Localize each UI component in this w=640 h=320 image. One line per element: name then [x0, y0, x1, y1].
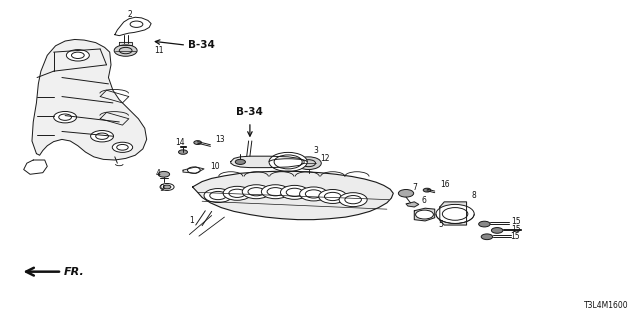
Circle shape [163, 185, 171, 189]
Circle shape [300, 187, 328, 201]
Circle shape [436, 204, 474, 223]
Circle shape [114, 45, 137, 56]
Circle shape [194, 141, 202, 144]
Circle shape [223, 186, 251, 200]
Circle shape [112, 142, 132, 152]
Circle shape [319, 189, 347, 204]
Circle shape [160, 183, 174, 190]
Polygon shape [406, 202, 419, 207]
Circle shape [67, 50, 90, 61]
Text: 9: 9 [159, 184, 164, 193]
Circle shape [179, 150, 188, 154]
Circle shape [479, 221, 490, 227]
Circle shape [423, 188, 431, 192]
Circle shape [481, 234, 493, 240]
Text: B-34: B-34 [188, 40, 215, 50]
Circle shape [236, 159, 246, 164]
Circle shape [261, 185, 289, 199]
Circle shape [130, 21, 143, 28]
Text: 15: 15 [510, 232, 520, 241]
Text: B-34: B-34 [236, 107, 263, 117]
Text: 3: 3 [314, 146, 319, 155]
Circle shape [415, 210, 433, 219]
Text: 15: 15 [511, 225, 521, 234]
Circle shape [158, 172, 170, 177]
Text: 12: 12 [320, 154, 330, 163]
Text: 5: 5 [438, 220, 443, 228]
Polygon shape [440, 202, 467, 225]
Circle shape [54, 111, 77, 123]
Text: 2: 2 [127, 10, 132, 19]
Circle shape [243, 185, 270, 199]
Text: 13: 13 [215, 135, 225, 144]
Polygon shape [119, 42, 132, 45]
Circle shape [398, 189, 413, 197]
Circle shape [280, 185, 308, 199]
Text: 8: 8 [472, 191, 476, 200]
Text: 10: 10 [211, 162, 220, 171]
Polygon shape [193, 171, 394, 220]
Circle shape [269, 152, 307, 172]
Text: 11: 11 [154, 46, 164, 55]
Polygon shape [183, 167, 204, 173]
Text: 14: 14 [175, 138, 184, 147]
Text: 4: 4 [156, 169, 161, 178]
Circle shape [204, 188, 232, 203]
Text: 6: 6 [422, 196, 427, 205]
Circle shape [492, 228, 503, 233]
Circle shape [296, 157, 321, 170]
Text: 7: 7 [412, 183, 417, 192]
Circle shape [339, 193, 367, 207]
Text: T3L4M1600: T3L4M1600 [584, 301, 629, 310]
Circle shape [188, 167, 200, 173]
Polygon shape [414, 208, 435, 221]
Text: FR.: FR. [64, 267, 84, 277]
Text: 16: 16 [440, 180, 449, 189]
Polygon shape [231, 156, 304, 168]
Circle shape [91, 131, 113, 142]
Text: 1: 1 [189, 216, 194, 225]
Polygon shape [32, 39, 147, 160]
Text: 15: 15 [511, 217, 521, 226]
